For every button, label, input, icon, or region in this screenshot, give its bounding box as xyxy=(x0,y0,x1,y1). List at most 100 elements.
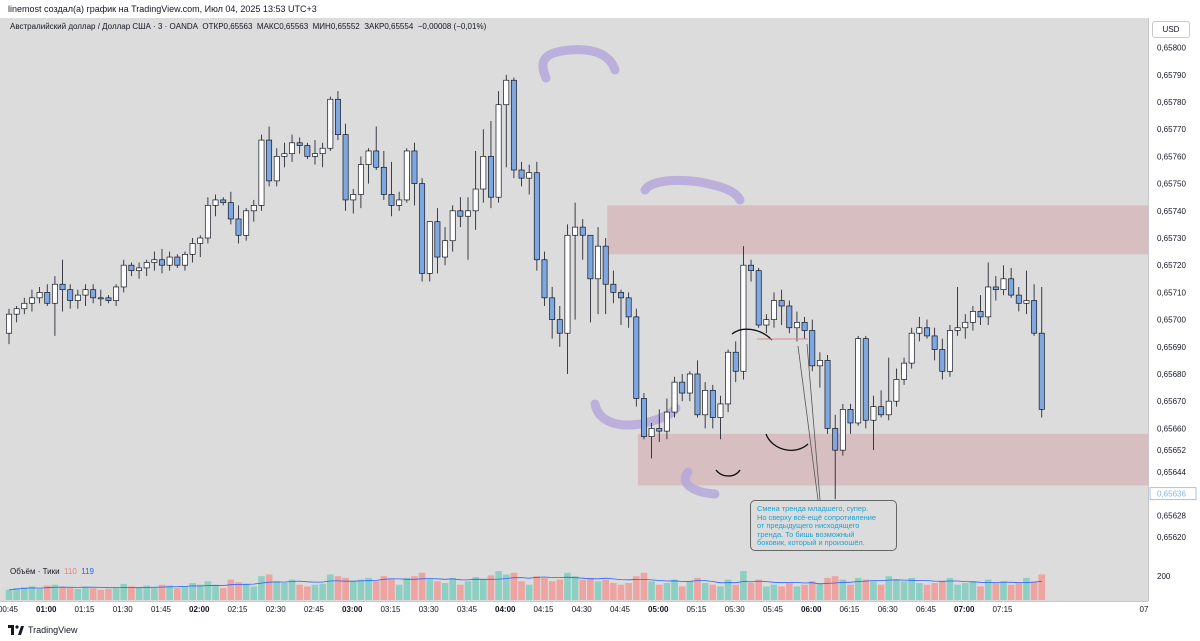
volume-bar xyxy=(747,583,755,600)
volume-bar xyxy=(824,577,831,600)
volume-bar xyxy=(51,584,59,600)
price-tick-label: 0,65730 xyxy=(1157,234,1186,243)
time-tick-label: 04:30 xyxy=(572,605,593,614)
candle-body xyxy=(671,381,678,413)
volume-bar xyxy=(640,572,648,600)
volume-bar xyxy=(480,579,487,600)
volume-bar xyxy=(1000,581,1007,600)
price-tick-label: 0,65780 xyxy=(1157,98,1186,107)
candle-body xyxy=(29,297,35,304)
highlight-bracket-bottom xyxy=(590,399,681,430)
volume-bar xyxy=(434,581,441,600)
volume-bar xyxy=(1015,583,1023,600)
candle-body xyxy=(151,259,158,263)
candle-body xyxy=(319,147,326,155)
time-tick-label: 03:30 xyxy=(419,605,440,614)
time-tick-label: 04:00 xyxy=(495,605,516,614)
candle-body xyxy=(549,297,556,320)
volume-bar xyxy=(1007,584,1015,600)
time-tick-label: 01:30 xyxy=(113,605,134,614)
price-tick-label: 0,65620 xyxy=(1157,533,1186,542)
volume-bar xyxy=(678,586,686,600)
volume-bar xyxy=(472,577,479,600)
candle-body xyxy=(962,321,969,329)
volume-bar xyxy=(166,585,173,600)
time-tick-label: 04:15 xyxy=(533,605,554,614)
volume-bar xyxy=(189,583,196,600)
volume-bar xyxy=(311,584,319,600)
price-tick-label: 0,65790 xyxy=(1157,71,1186,80)
low-value: МИН0,65552 xyxy=(312,22,360,31)
candle-body xyxy=(579,226,586,236)
volume-bar xyxy=(564,572,571,600)
candle-body xyxy=(235,218,242,236)
candle-body xyxy=(296,142,303,146)
volume-bar xyxy=(816,583,824,600)
candle-body xyxy=(1015,294,1022,304)
candle-body xyxy=(59,283,66,291)
volume-bar xyxy=(327,574,334,600)
candle-body xyxy=(357,164,364,195)
candle-body xyxy=(709,389,716,418)
candle-body xyxy=(901,362,908,380)
volume-bar xyxy=(288,579,296,600)
price-tick-label: 0,65690 xyxy=(1157,343,1186,352)
candle-body xyxy=(618,292,624,299)
highlight-bracket-top xyxy=(538,45,620,83)
price-tick-label: 0,65800 xyxy=(1157,44,1186,53)
candle-body xyxy=(365,150,372,165)
volume-bar xyxy=(961,583,969,600)
volume-bar xyxy=(227,579,235,600)
price-pane[interactable] xyxy=(0,18,1148,601)
candle-body xyxy=(832,428,839,451)
volume-bar xyxy=(395,584,403,600)
candle-body xyxy=(778,300,785,307)
price-axis[interactable] xyxy=(1148,18,1200,601)
markers-layer xyxy=(538,45,745,499)
drawings-layer xyxy=(715,328,821,501)
time-tick-label: 06:15 xyxy=(839,605,860,614)
candle-body xyxy=(220,199,227,203)
candle-body xyxy=(1023,300,1030,304)
price-tick-label: 0,65628 xyxy=(1157,511,1186,520)
candle-body xyxy=(312,153,318,157)
time-tick-label: 07:15 xyxy=(992,605,1013,614)
volume-bar xyxy=(533,576,541,600)
volume-bar xyxy=(403,577,411,600)
volume-bar xyxy=(916,583,923,600)
volume-bar xyxy=(831,576,839,600)
currency-button[interactable]: USD xyxy=(1152,21,1190,38)
volume-bar xyxy=(1023,577,1030,600)
volume-bar xyxy=(21,587,28,600)
time-axis[interactable] xyxy=(0,601,1148,619)
candle-body xyxy=(694,373,701,416)
candle-body xyxy=(702,389,709,416)
volume-bar xyxy=(709,584,717,600)
candle-body xyxy=(266,139,273,182)
volume-bar xyxy=(908,577,915,600)
candle-body xyxy=(533,172,540,261)
candle-body xyxy=(526,172,533,179)
volume-label: Объём · Тики xyxy=(10,567,60,576)
symbol-pair[interactable]: Австралийский доллар / Доллар США · 3 · … xyxy=(10,22,198,31)
candle-body xyxy=(227,202,234,220)
candle-body xyxy=(434,221,441,258)
attribution-bar: linemost создал(а) график на TradingView… xyxy=(0,0,1200,18)
candle-body xyxy=(113,286,120,301)
volume-bar xyxy=(74,588,82,600)
tradingview-logo[interactable]: TradingView xyxy=(8,625,78,635)
volume-bar xyxy=(541,577,548,600)
annotation-callout[interactable]: Смена тренда младшего, супер. Но сверху … xyxy=(750,500,897,551)
candle-body xyxy=(725,351,732,405)
volume-bar xyxy=(357,579,365,600)
last-price-label: 0,65636 xyxy=(1157,490,1186,499)
time-tick-label: 05:45 xyxy=(763,605,784,614)
volume-bar xyxy=(633,576,640,600)
volume-bar xyxy=(441,583,449,600)
price-tick-label: 0,65652 xyxy=(1157,446,1186,455)
candle-body xyxy=(90,289,97,299)
candle-body xyxy=(1038,332,1045,410)
volume-bar xyxy=(877,584,885,600)
volume-legend[interactable]: Объём · Тики 110 119 xyxy=(10,567,94,576)
